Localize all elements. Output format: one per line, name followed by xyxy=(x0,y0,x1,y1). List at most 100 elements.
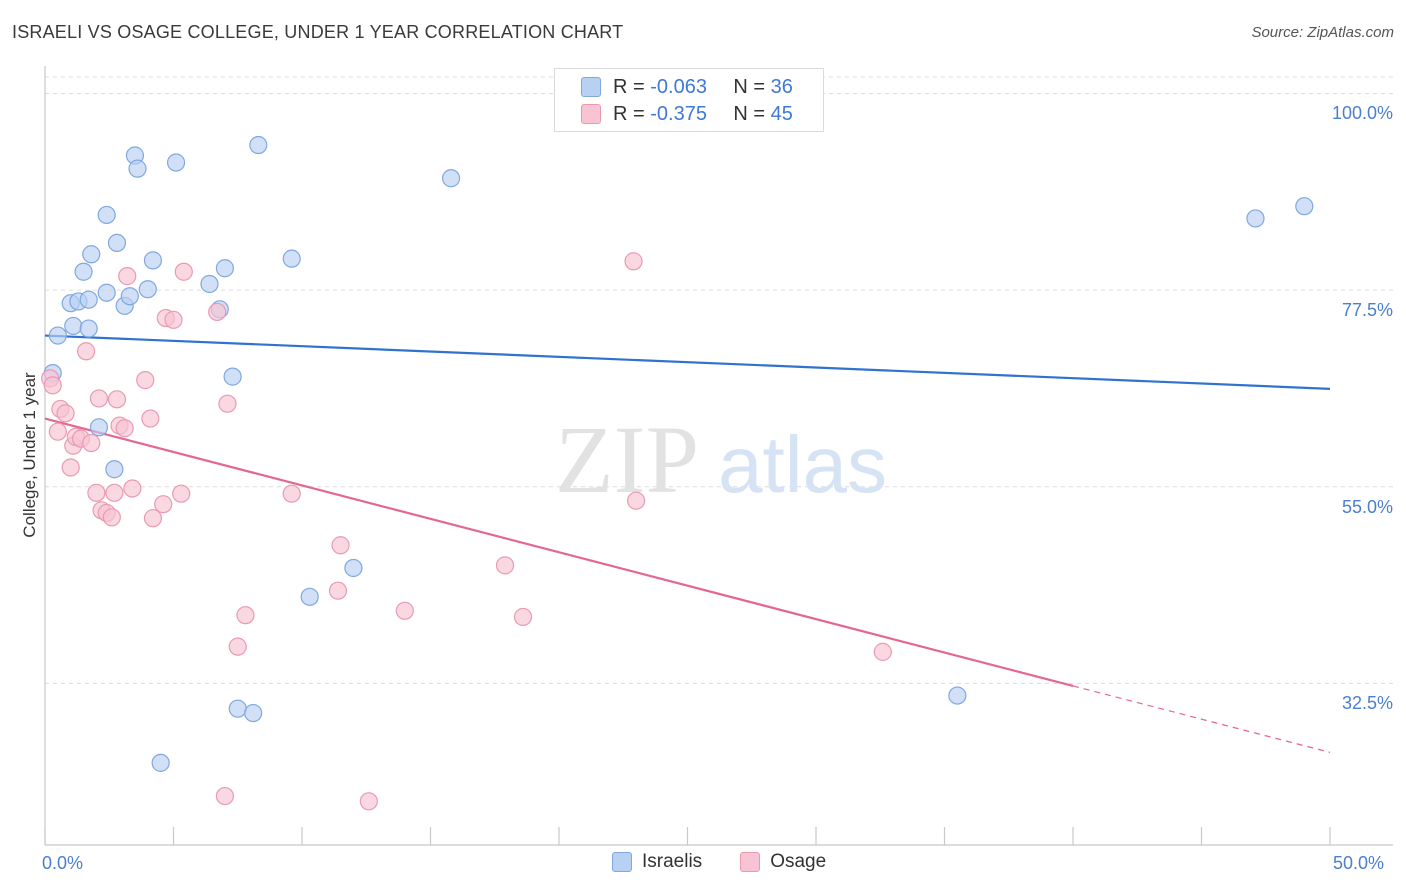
r-label: R = xyxy=(613,102,645,125)
israelis-point xyxy=(300,587,319,606)
israelis-point xyxy=(138,280,157,299)
y-tick-label: 77.5% xyxy=(1341,300,1393,321)
israelis-point xyxy=(105,460,124,479)
osage-point xyxy=(236,606,255,625)
r-value: -0.375 xyxy=(650,102,707,125)
israelis-point xyxy=(223,367,242,386)
israelis-point xyxy=(249,135,268,155)
r-value: -0.063 xyxy=(650,75,707,98)
osage-point xyxy=(115,419,134,438)
israelis-point xyxy=(282,249,301,268)
osage-point xyxy=(43,376,62,395)
osage-point xyxy=(141,409,160,428)
source-label: Source: ZipAtlas.com xyxy=(1251,24,1394,41)
y-tick-label: 32.5% xyxy=(1341,693,1393,714)
osage-point xyxy=(513,607,533,627)
israelis-point xyxy=(64,316,83,336)
osage-point xyxy=(359,792,378,811)
osage-point xyxy=(89,389,109,408)
israelis-point xyxy=(143,251,163,270)
x-tick-label-min: 0.0% xyxy=(42,853,84,873)
israelis-point xyxy=(228,699,247,718)
osage-point xyxy=(164,310,183,329)
osage-point xyxy=(102,508,121,527)
israelis-point xyxy=(200,274,219,294)
r-label: R = xyxy=(613,75,645,98)
osage-point xyxy=(395,601,414,620)
n-label: N = xyxy=(733,102,766,125)
legend-label-israelis: Israelis xyxy=(642,851,703,872)
watermark-atlas: atlas xyxy=(718,420,887,509)
osage-point xyxy=(328,581,348,600)
israelis-swatch xyxy=(612,852,632,872)
legend-item-israelis[interactable]: Israelis xyxy=(612,851,702,873)
osage-point xyxy=(48,422,67,441)
israelis-point xyxy=(128,159,147,178)
osage-point xyxy=(331,536,350,555)
israelis-point xyxy=(215,259,234,278)
osage-point xyxy=(495,556,515,575)
israelis-trend-line xyxy=(44,334,1331,390)
x-tick-label-max: 50.0% xyxy=(1333,853,1385,873)
osage-point xyxy=(87,483,106,502)
osage-point xyxy=(174,262,193,281)
legend-label-osage: Osage xyxy=(770,851,827,872)
israelis-point xyxy=(107,233,127,253)
n-value: 36 xyxy=(770,75,793,98)
israelis-point xyxy=(97,205,116,225)
israelis-point xyxy=(441,169,461,188)
israelis-point xyxy=(120,287,139,306)
osage-point xyxy=(105,483,124,502)
osage-point xyxy=(626,491,646,510)
osage-point xyxy=(873,642,892,661)
israelis-point xyxy=(344,558,363,578)
israelis-point xyxy=(151,753,170,772)
legend-item-osage[interactable]: Osage xyxy=(740,851,826,873)
osage-point xyxy=(77,342,96,361)
israelis-point xyxy=(82,245,101,264)
israelis-point xyxy=(244,703,263,723)
chart-title: ISRAELI VS OSAGE COLLEGE, UNDER 1 YEAR C… xyxy=(12,22,624,42)
osage-point xyxy=(624,252,643,271)
osage-trend-line xyxy=(44,417,1074,688)
series-legend: Israelis Osage xyxy=(612,851,864,873)
osage-point xyxy=(282,484,301,503)
osage-point xyxy=(143,509,163,528)
israelis-point xyxy=(79,290,98,309)
osage-swatch xyxy=(740,852,761,872)
osage-point xyxy=(56,404,75,423)
osage-swatch xyxy=(581,104,601,124)
israelis-point xyxy=(166,153,186,172)
watermark-zip: ZIP xyxy=(555,406,699,513)
osage-point xyxy=(118,267,137,286)
osage-point xyxy=(172,484,191,503)
israelis-point xyxy=(79,319,98,338)
israelis-point xyxy=(74,262,93,281)
osage-point xyxy=(208,302,227,322)
osage-point xyxy=(123,479,142,498)
osage-point xyxy=(61,458,80,477)
osage-point xyxy=(228,637,247,656)
correlation-legend: R = -0.063 N = 36 R = -0.375 N = 45 xyxy=(554,68,824,132)
israelis-point xyxy=(1295,197,1314,216)
osage-point xyxy=(136,371,155,390)
y-tick-label: 100.0% xyxy=(1331,103,1393,124)
n-value: 45 xyxy=(770,102,793,125)
israelis-point xyxy=(97,283,116,302)
legend-row-israelis: R = -0.063 N = 36 xyxy=(581,74,793,100)
osage-point xyxy=(154,495,173,514)
n-label: N = xyxy=(733,75,766,98)
israelis-point xyxy=(948,686,967,705)
israelis-point xyxy=(1246,209,1265,228)
osage-point xyxy=(218,394,237,413)
israelis-swatch xyxy=(581,77,601,97)
israelis-point xyxy=(89,418,109,437)
israelis-point xyxy=(48,326,67,345)
legend-row-osage: R = -0.375 N = 45 xyxy=(581,101,793,127)
osage-point xyxy=(215,786,234,806)
osage-point xyxy=(107,390,127,409)
y-tick-label: 55.0% xyxy=(1341,496,1393,517)
osage-point xyxy=(82,433,101,453)
osage-trend-extension xyxy=(1072,685,1331,753)
